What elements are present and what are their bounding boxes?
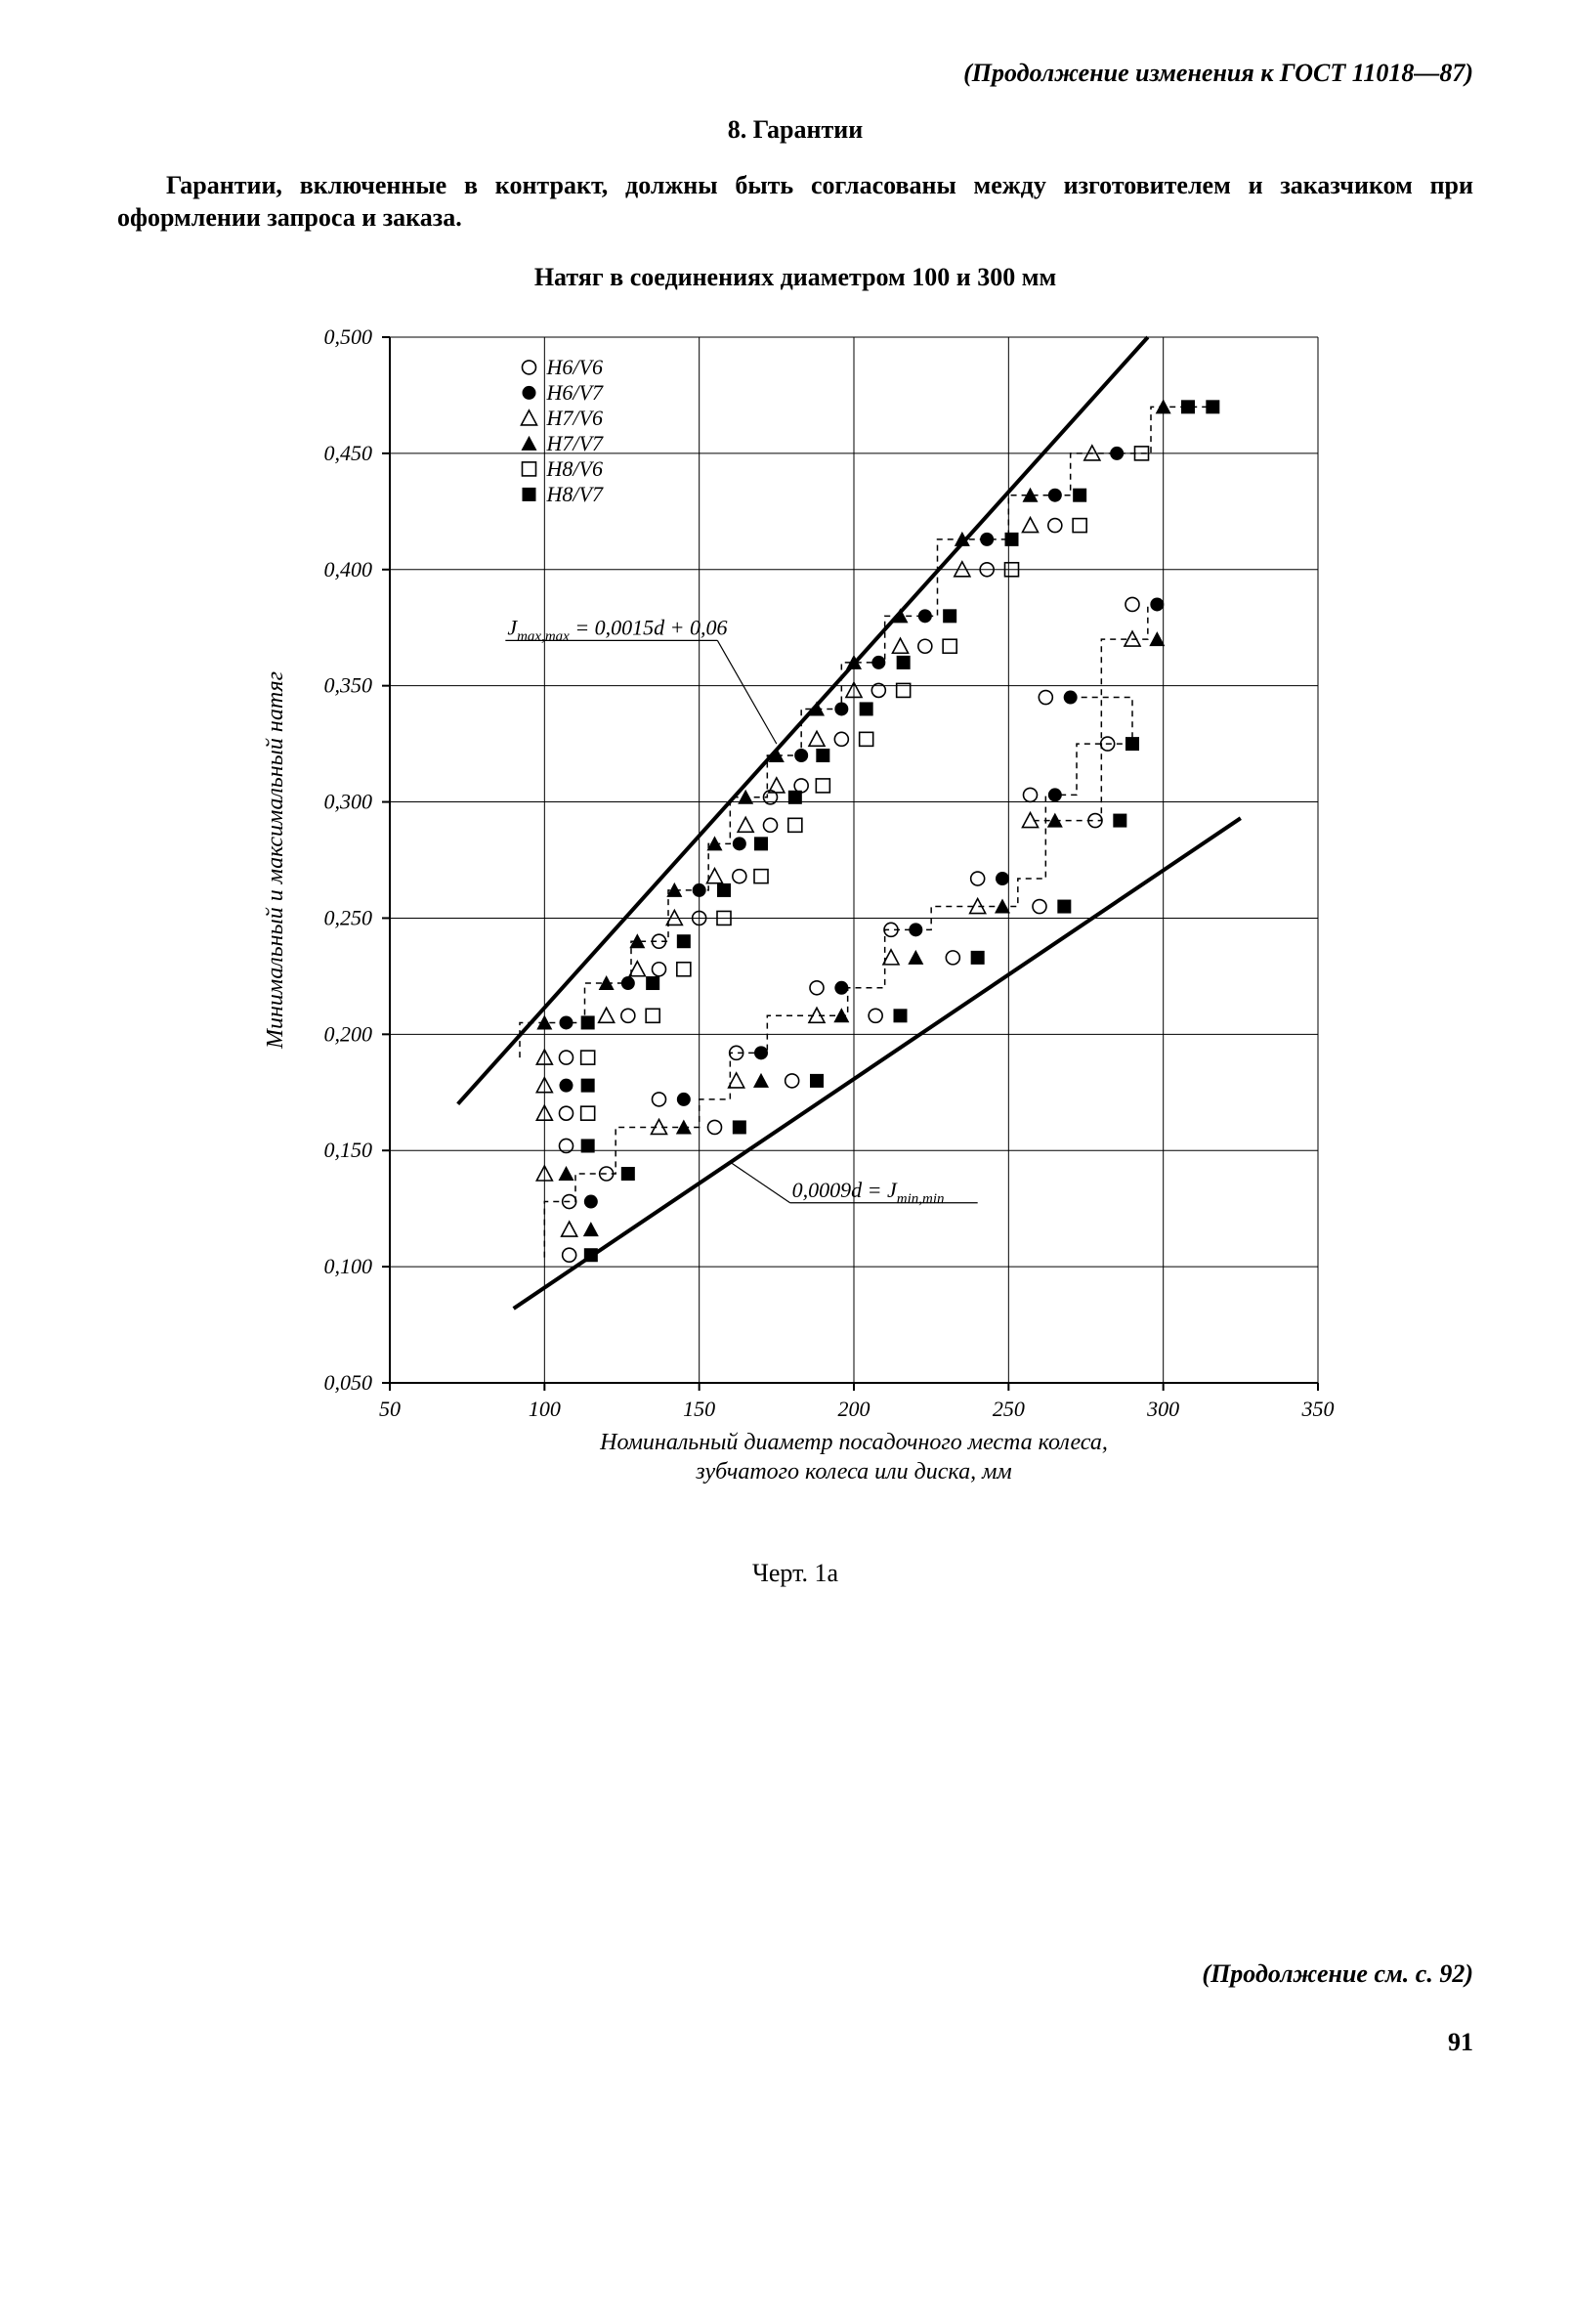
svg-text:150: 150 <box>683 1397 715 1421</box>
svg-text:H8/V7: H8/V7 <box>546 482 604 506</box>
page-number: 91 <box>117 2028 1473 2057</box>
svg-text:H6/V6: H6/V6 <box>546 355 603 379</box>
svg-text:250: 250 <box>993 1397 1025 1421</box>
svg-text:0,400: 0,400 <box>324 557 373 581</box>
header-continuation: (Продолжение изменения к ГОСТ 11018—87) <box>117 59 1473 88</box>
svg-text:0,100: 0,100 <box>324 1254 373 1278</box>
svg-text:350: 350 <box>1301 1397 1335 1421</box>
svg-text:0,200: 0,200 <box>324 1021 373 1046</box>
svg-text:Номинальный диаметр посадочног: Номинальный диаметр посадочного места ко… <box>599 1430 1108 1455</box>
svg-text:H8/V6: H8/V6 <box>546 456 603 481</box>
svg-text:0,450: 0,450 <box>324 441 373 465</box>
svg-text:50: 50 <box>379 1397 401 1421</box>
footer-continuation: (Продолжение см. с. 92) <box>117 1959 1473 1989</box>
svg-text:100: 100 <box>529 1397 561 1421</box>
section-title: 8. Гарантии <box>117 115 1473 145</box>
svg-text:H6/V7: H6/V7 <box>546 380 604 405</box>
body-paragraph: Гарантии, включенные в контракт, должны … <box>117 170 1473 234</box>
svg-text:0,150: 0,150 <box>324 1138 373 1162</box>
svg-text:0,300: 0,300 <box>324 790 373 814</box>
figure-label: Черт. 1а <box>117 1559 1473 1588</box>
svg-text:0,050: 0,050 <box>324 1370 373 1395</box>
svg-text:200: 200 <box>838 1397 870 1421</box>
svg-text:H7/V7: H7/V7 <box>546 431 604 455</box>
svg-text:H7/V6: H7/V6 <box>546 406 603 430</box>
svg-text:0,250: 0,250 <box>324 905 373 929</box>
scatter-chart: 50 100 150 200 250 300 350 0,050 0,100 0,150 0,200… <box>234 308 1357 1529</box>
chart-container: 50 100 150 200 250 300 350 0,050 0,100 0,150 0,200… <box>117 308 1473 1529</box>
svg-text:Минимальный и максимальный нат: Минимальный и максимальный натяг <box>263 671 288 1050</box>
chart-title: Натяг в соединениях диаметром 100 и 300 … <box>117 263 1473 292</box>
svg-text:0,350: 0,350 <box>324 673 373 698</box>
svg-text:300: 300 <box>1146 1397 1179 1421</box>
svg-text:0,500: 0,500 <box>324 324 373 349</box>
svg-text:зубчатого колеса или диска, мм: зубчатого колеса или диска, мм <box>695 1459 1011 1485</box>
